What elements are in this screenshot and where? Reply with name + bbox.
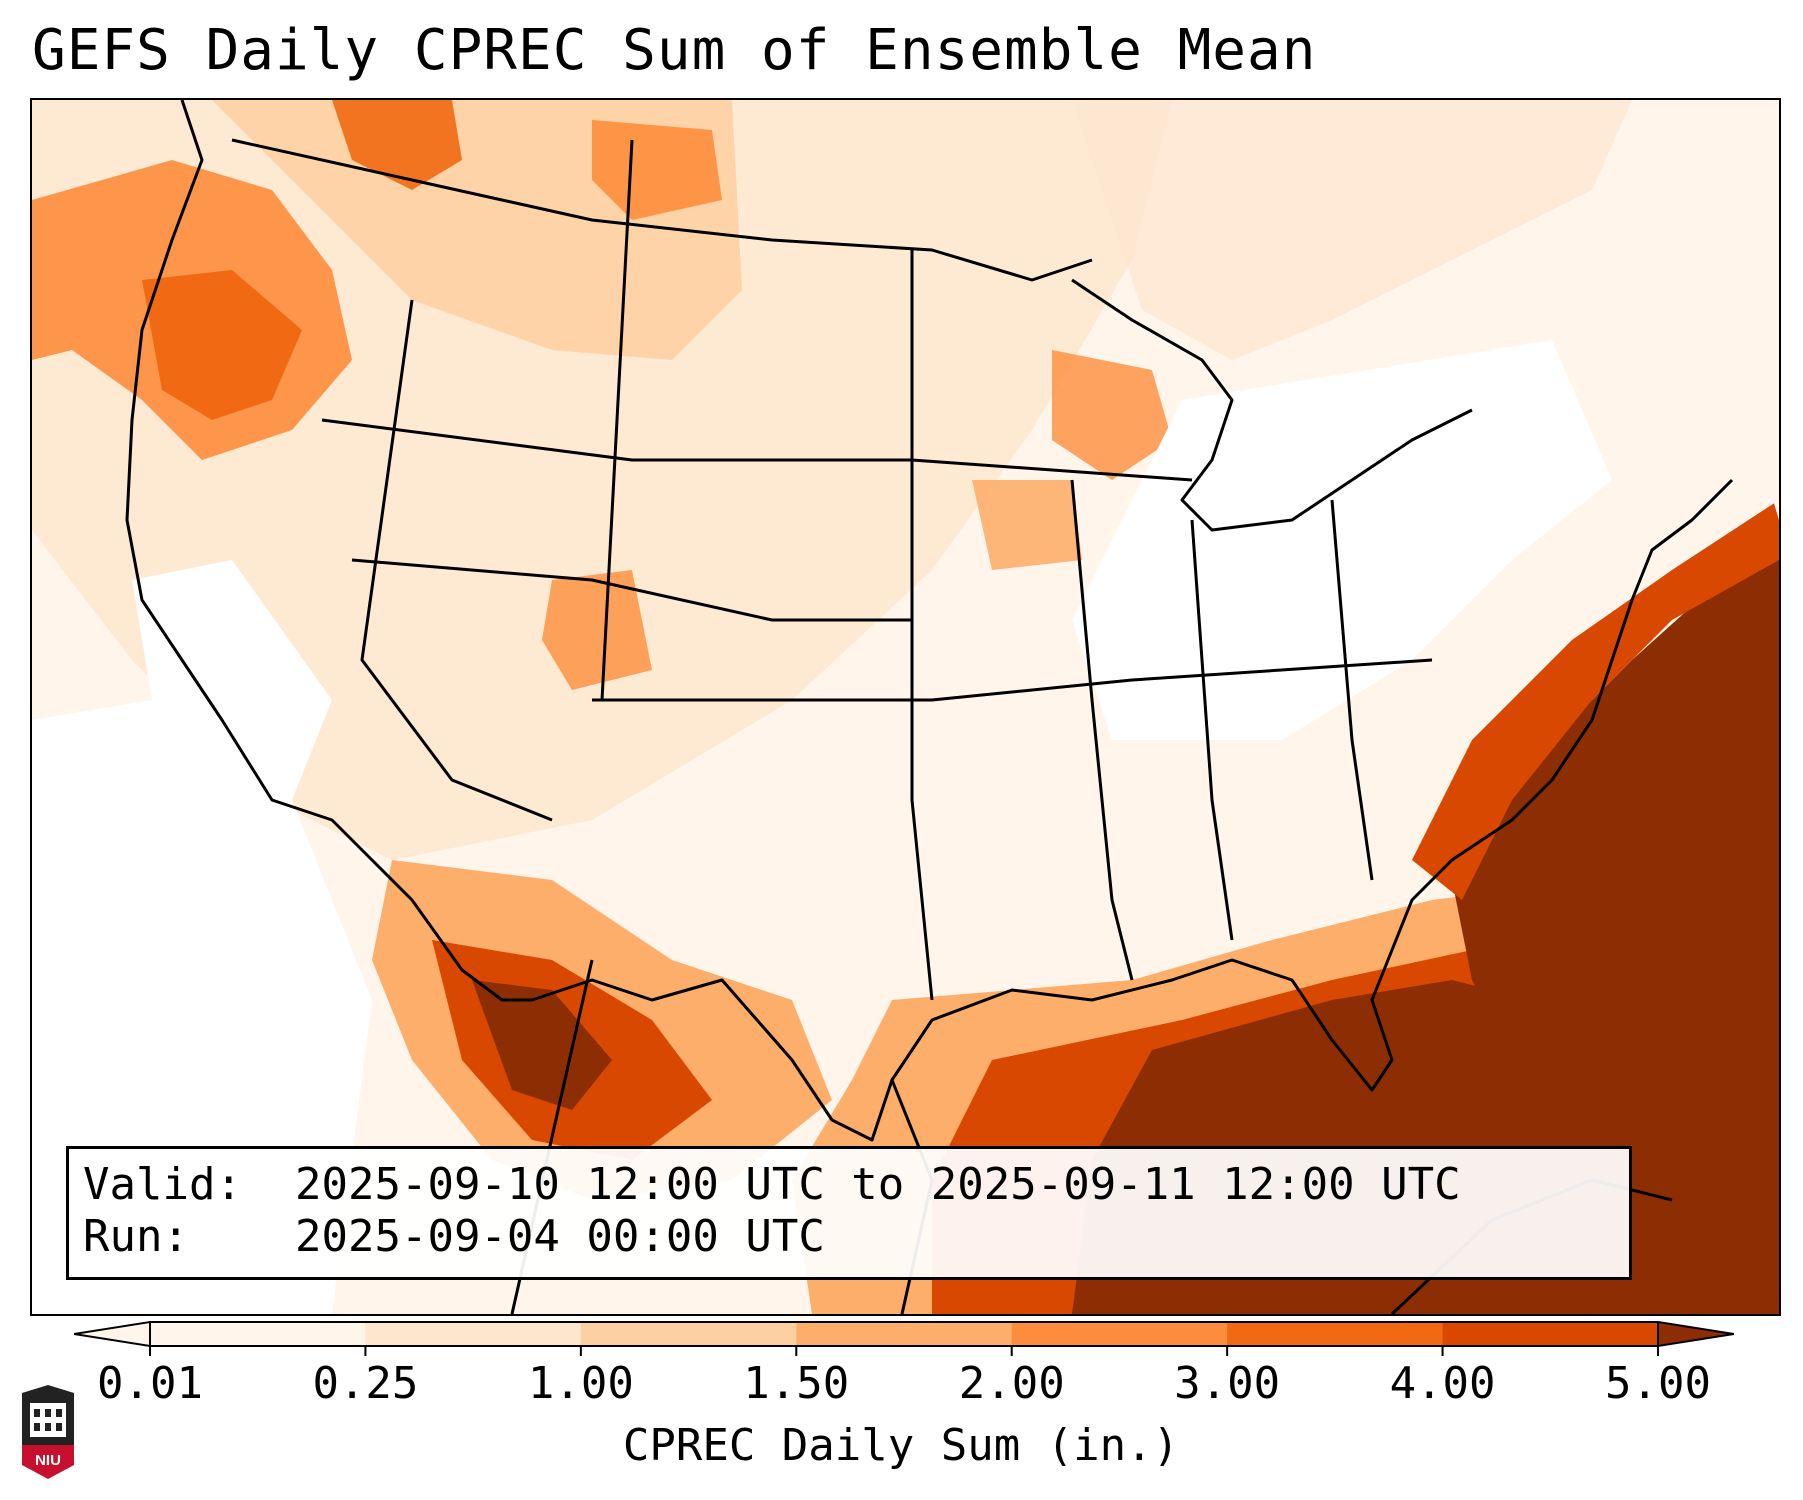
precipitation-map bbox=[32, 100, 1779, 1314]
logo-text: NIU bbox=[35, 1452, 61, 1469]
colorbar-bin bbox=[1442, 1322, 1659, 1346]
run-label: Run: bbox=[83, 1211, 189, 1262]
colorbar-extend-min bbox=[74, 1320, 151, 1348]
colorbar-tick-label: 0.25 bbox=[312, 1358, 419, 1409]
niu-logo: NIU bbox=[22, 1385, 74, 1479]
colorbar-tick-label: 3.00 bbox=[1174, 1358, 1281, 1409]
valid-line: Valid: 2025-09-10 12:00 UTC to 2025-09-11… bbox=[83, 1159, 1461, 1210]
colorbar-extend-max bbox=[1657, 1320, 1734, 1348]
logo-shield-bottom bbox=[22, 1445, 74, 1479]
colorbar-label: CPREC Daily Sum (in.) bbox=[622, 1420, 1180, 1471]
valid-value: 2025-09-10 12:00 UTC to 2025-09-11 12:00… bbox=[295, 1159, 1461, 1210]
colorbar-bin bbox=[365, 1322, 582, 1346]
map-panel bbox=[30, 98, 1781, 1316]
map-title: GEFS Daily CPREC Sum of Ensemble Mean bbox=[32, 18, 1317, 83]
colorbar-bin bbox=[580, 1322, 797, 1346]
colorbar-frame bbox=[149, 1321, 1659, 1347]
colorbar-bin bbox=[796, 1322, 1013, 1346]
colorbar-tick-label: 1.50 bbox=[743, 1358, 850, 1409]
colorbar-tick-label: 1.00 bbox=[527, 1358, 634, 1409]
colorbar-bin bbox=[150, 1322, 366, 1346]
valid-run-info-box: Valid: 2025-09-10 12:00 UTC to 2025-09-11… bbox=[66, 1146, 1632, 1280]
colorbar-tick-label: 0.01 bbox=[97, 1358, 203, 1409]
colorbar-tick-label: 5.00 bbox=[1605, 1358, 1711, 1409]
colorbar bbox=[74, 1320, 1734, 1356]
colorbar-tick-label: 2.00 bbox=[958, 1358, 1065, 1409]
colorbar-bin bbox=[1011, 1322, 1228, 1346]
colorbar-bin bbox=[1227, 1322, 1444, 1346]
logo-building bbox=[30, 1403, 66, 1437]
valid-label: Valid: bbox=[83, 1159, 242, 1210]
colorbar-tick-label: 4.00 bbox=[1389, 1358, 1496, 1409]
run-line: Run: 2025-09-04 00:00 UTC bbox=[83, 1211, 825, 1262]
run-value: 2025-09-04 00:00 UTC bbox=[295, 1211, 825, 1262]
